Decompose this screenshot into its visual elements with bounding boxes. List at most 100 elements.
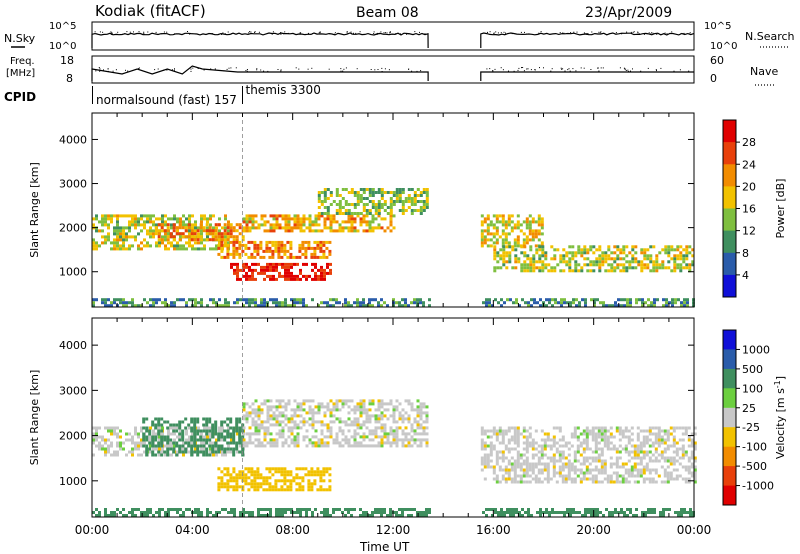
scatter-cell: [166, 453, 170, 457]
scatter-cell: [149, 508, 152, 511]
scatter-cell: [401, 209, 405, 212]
scatter-cell: [104, 241, 107, 245]
scatter-cell: [281, 435, 285, 439]
scatter-cell: [425, 405, 429, 409]
scatter-cell: [272, 417, 276, 421]
scatter-cell: [514, 254, 518, 258]
scatter-cell: [495, 238, 499, 242]
scatter-cell: [283, 470, 287, 474]
nsearch-dot: [570, 32, 572, 34]
scatter-cell: [301, 485, 305, 489]
nave-dot: [550, 70, 552, 72]
scatter-cell: [371, 217, 375, 221]
scatter-cell: [504, 468, 508, 472]
scatter-cell: [362, 423, 366, 427]
scatter-cell: [404, 411, 408, 415]
scatter-cell: [404, 200, 408, 203]
scatter-cell: [480, 462, 484, 466]
scatter-cell: [422, 402, 426, 406]
nave-dot: [154, 69, 156, 71]
scatter-cell: [480, 459, 484, 463]
scatter-cell: [266, 411, 270, 415]
scatter-cell: [206, 514, 209, 517]
scatter-cell: [200, 238, 203, 242]
scatter-cell: [338, 229, 342, 233]
scatter-cell: [122, 214, 125, 218]
scatter-cell: [389, 200, 393, 203]
scatter-cell: [538, 254, 542, 258]
scatter-cell: [404, 508, 407, 511]
scatter-cell: [404, 304, 407, 308]
scatter-cell: [609, 435, 613, 439]
scatter-cell: [223, 482, 227, 486]
scatter-cell: [350, 217, 354, 221]
scatter-cell: [666, 459, 670, 463]
scatter-cell: [531, 462, 535, 466]
scatter-cell: [600, 432, 604, 436]
scatter-cell: [254, 399, 258, 403]
scatter-cell: [187, 235, 191, 239]
scatter-cell: [280, 473, 284, 477]
scatter-cell: [669, 471, 673, 475]
scatter-cell: [194, 447, 197, 451]
scatter-cell: [220, 432, 224, 436]
scatter-cell: [131, 435, 134, 439]
scatter-cell: [666, 447, 670, 451]
scatter-cell: [573, 459, 577, 463]
scatter-cell: [197, 232, 200, 236]
scatter-cell: [513, 429, 517, 433]
scatter-cell: [176, 298, 179, 302]
scatter-cell: [353, 191, 357, 194]
scatter-cell: [513, 426, 517, 430]
scatter-cell: [104, 238, 107, 242]
scatter-cell: [158, 298, 161, 302]
scatter-cell: [140, 441, 143, 445]
scatter-cell: [200, 220, 203, 224]
scatter-cell: [232, 249, 236, 253]
scatter-cell: [534, 462, 538, 466]
scatter-cell: [642, 444, 646, 448]
scatter-cell: [353, 301, 356, 305]
scatter-cell: [633, 447, 637, 451]
scatter-cell: [368, 432, 372, 436]
scatter-cell: [173, 214, 176, 218]
scatter-cell: [582, 474, 586, 478]
scatter-cell: [280, 240, 284, 244]
scatter-cell: [151, 435, 155, 439]
scatter-cell: [176, 450, 179, 454]
scatter-cell: [325, 467, 329, 471]
scatter-cell: [251, 423, 255, 427]
scatter-cell: [235, 482, 239, 486]
scatter-cell: [507, 468, 511, 472]
scatter-cell: [374, 435, 378, 439]
scatter-cell: [175, 423, 179, 427]
scatter-cell: [609, 465, 613, 469]
scatter-cell: [504, 223, 508, 227]
scatter-cell: [526, 257, 530, 261]
scatter-cell: [326, 429, 330, 433]
scatter-cell: [356, 191, 360, 194]
scatter-cell: [359, 426, 363, 430]
scatter-cell: [319, 249, 323, 253]
scatter-cell: [157, 420, 161, 424]
scatter-cell: [675, 426, 679, 430]
scatter-cell: [510, 220, 514, 224]
scatter-cell: [572, 298, 575, 302]
scatter-cell: [182, 244, 185, 248]
scatter-cell: [181, 429, 185, 433]
scatter-cell: [163, 435, 167, 439]
scatter-cell: [182, 247, 185, 251]
scatter-cell: [581, 298, 584, 302]
scatter-cell: [530, 304, 533, 308]
scatter-cell: [263, 223, 267, 227]
scatter-cell: [230, 511, 233, 514]
scatter-cell: [359, 223, 363, 227]
scatter-cell: [648, 444, 652, 448]
scatter-cell: [642, 465, 646, 469]
scatter-cell: [314, 229, 318, 233]
scatter-cell: [640, 269, 644, 273]
scatter-cell: [583, 251, 587, 255]
scatter-cell: [167, 232, 170, 236]
scatter-cell: [377, 426, 381, 430]
scatter-cell: [489, 435, 493, 439]
